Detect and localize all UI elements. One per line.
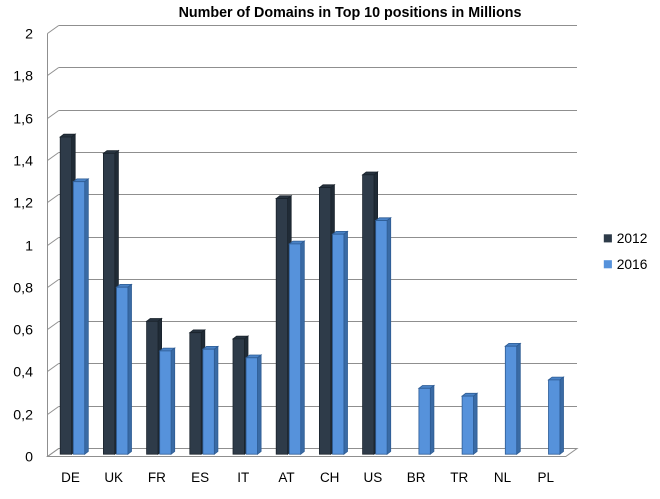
svg-text:0,8: 0,8 (13, 281, 33, 297)
svg-text:Number of Domains in Top 10 po: Number of Domains in Top 10 positions in… (179, 5, 522, 21)
svg-text:FR: FR (148, 470, 166, 485)
svg-text:2: 2 (25, 27, 33, 43)
svg-text:UK: UK (104, 470, 123, 485)
svg-text:CH: CH (320, 470, 340, 485)
svg-text:2012: 2012 (617, 231, 648, 246)
svg-text:0: 0 (25, 450, 33, 466)
svg-text:1,8: 1,8 (13, 69, 33, 85)
svg-text:1,4: 1,4 (13, 154, 33, 170)
svg-text:1: 1 (25, 239, 33, 255)
svg-text:0,4: 0,4 (13, 365, 33, 381)
svg-text:ES: ES (191, 470, 209, 485)
svg-text:IT: IT (237, 470, 249, 485)
svg-text:AT: AT (278, 470, 294, 485)
svg-text:2016: 2016 (617, 257, 648, 272)
svg-text:1,2: 1,2 (13, 196, 33, 212)
svg-text:TR: TR (450, 470, 468, 485)
svg-text:1,6: 1,6 (13, 112, 33, 128)
svg-text:PL: PL (537, 470, 554, 485)
svg-text:US: US (364, 470, 383, 485)
svg-text:0,2: 0,2 (13, 408, 33, 424)
svg-text:BR: BR (407, 470, 426, 485)
svg-text:DE: DE (61, 470, 80, 485)
svg-text:0,6: 0,6 (13, 323, 33, 339)
svg-text:NL: NL (494, 470, 512, 485)
